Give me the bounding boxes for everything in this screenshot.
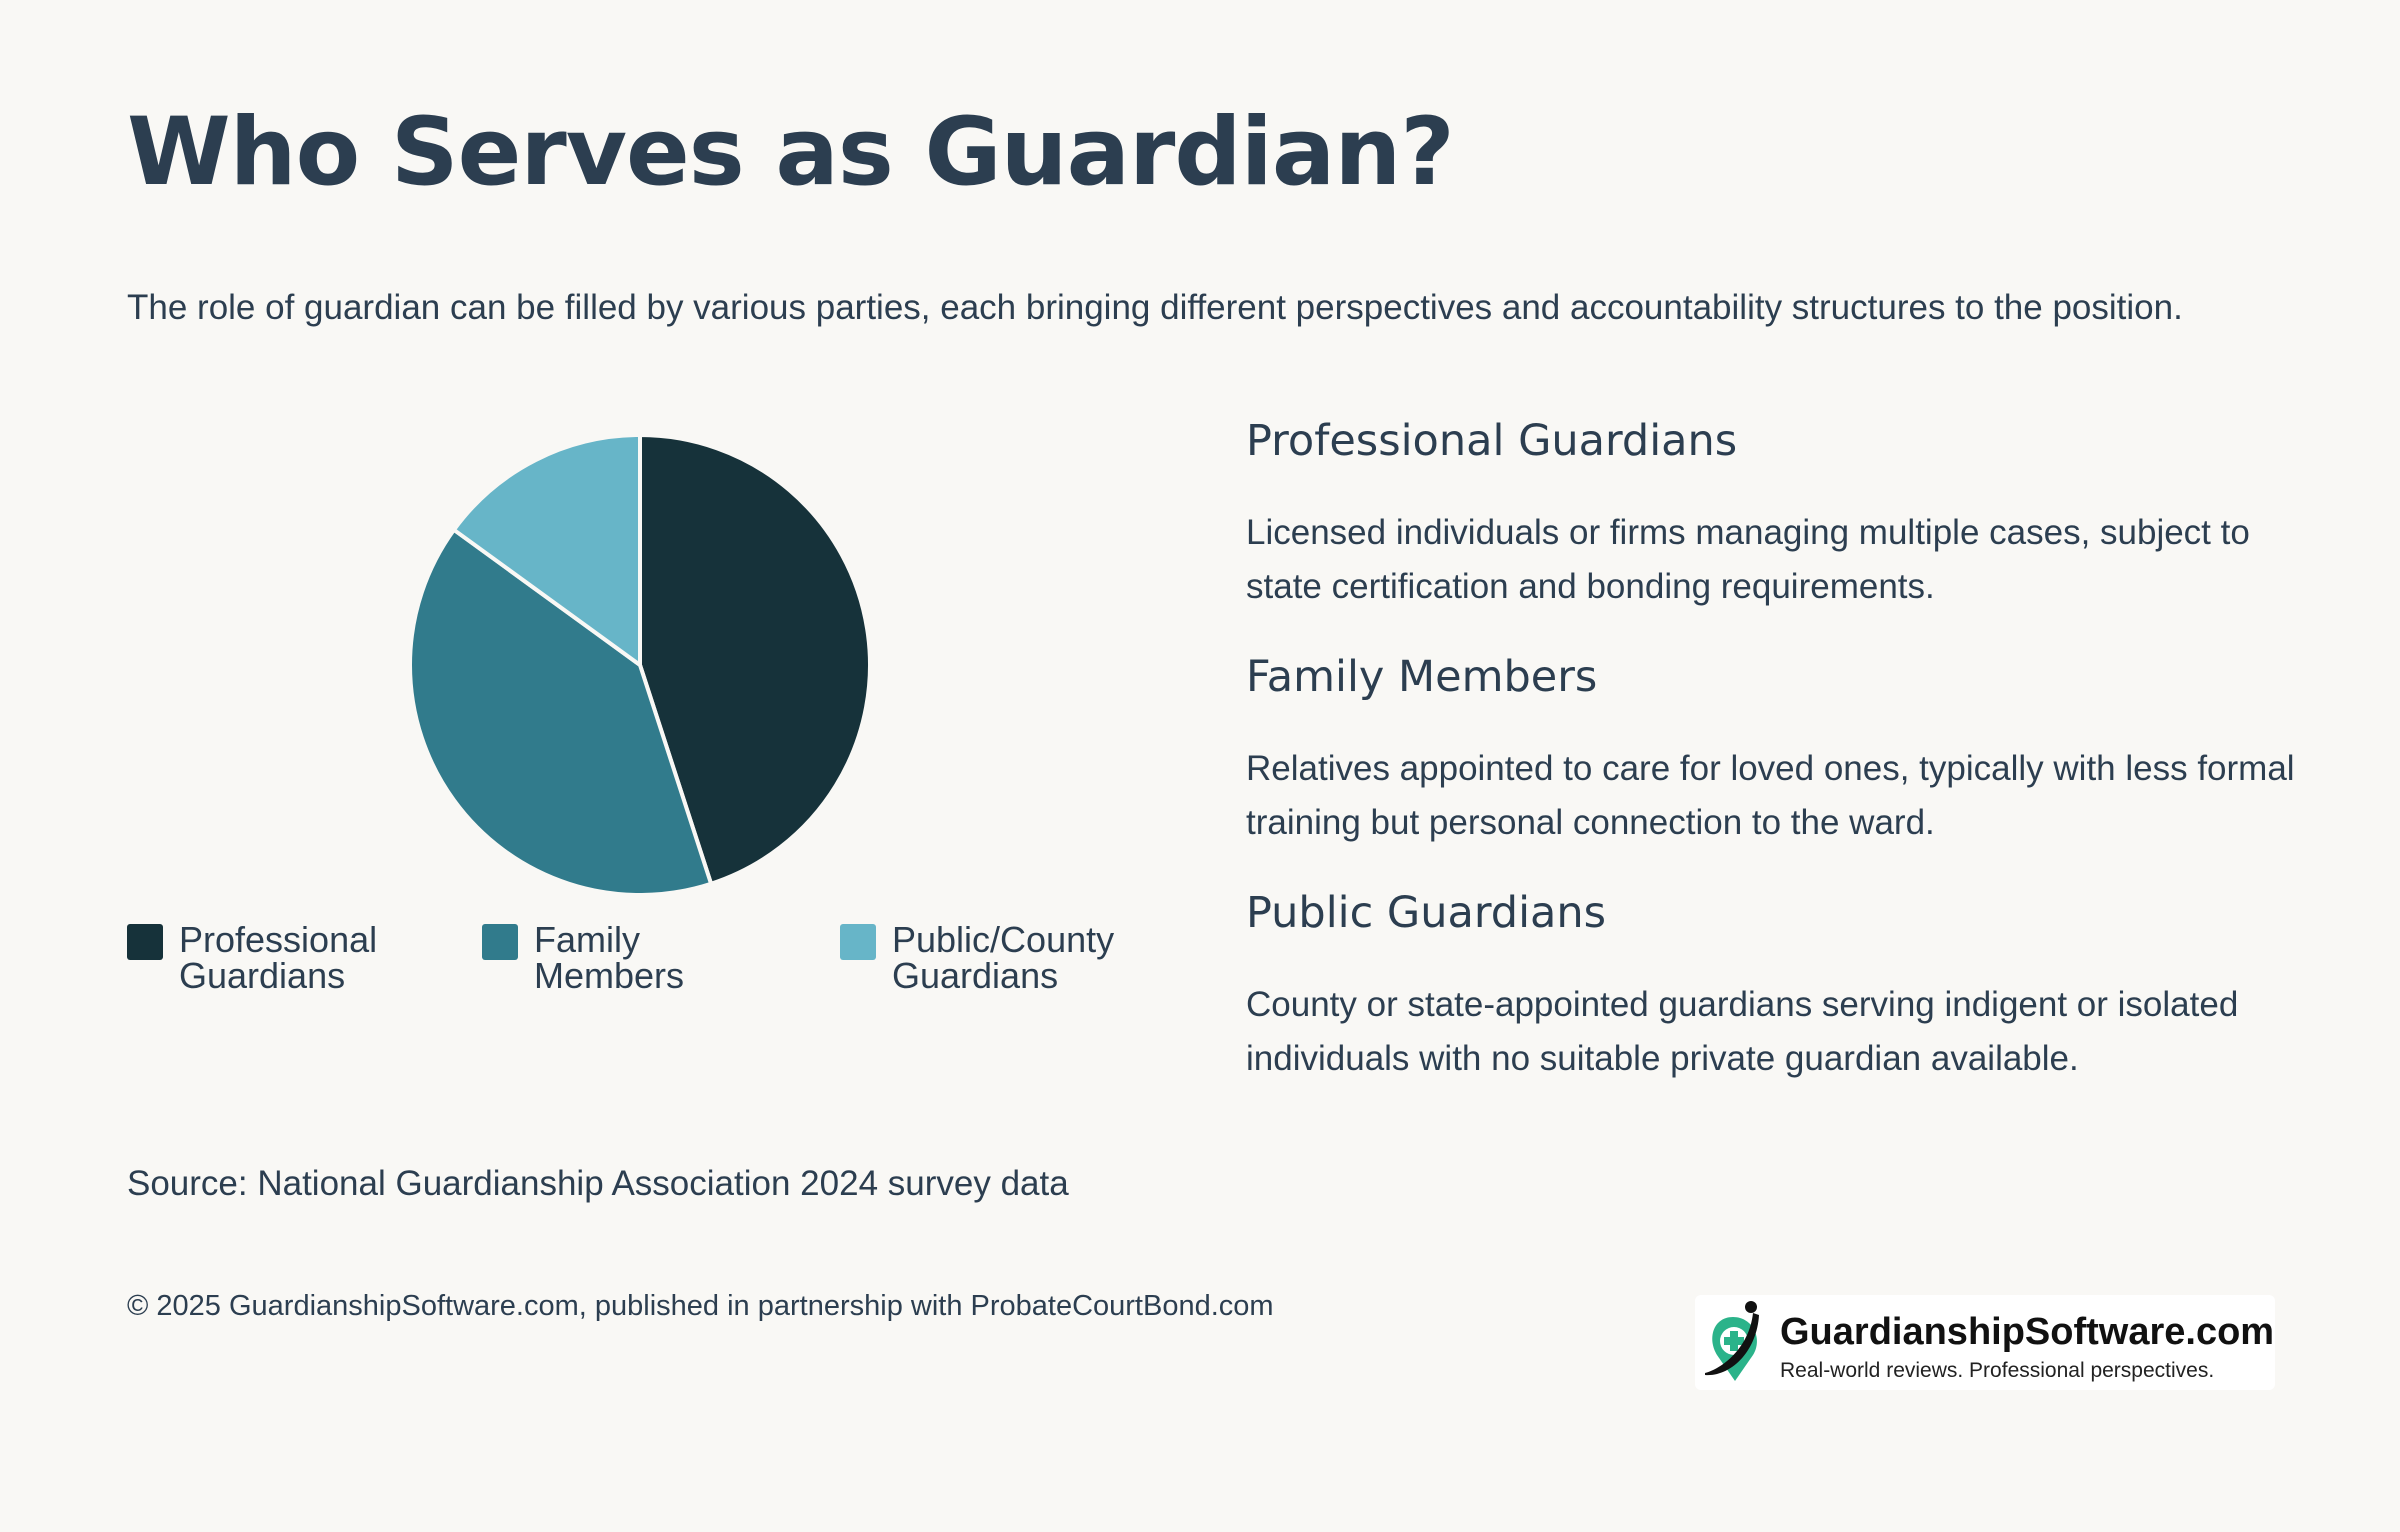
legend-label: Public/County Guardians (892, 922, 1122, 994)
legend-item-family: Family Members (482, 922, 764, 994)
page-subtitle: The role of guardian can be filled by va… (127, 288, 2183, 327)
page-title: Who Serves as Guardian? (127, 98, 1455, 207)
legend-line: Guardians (179, 955, 346, 996)
pie-slice-professional-guardians (638, 432, 872, 887)
legend-line: Guardians (892, 955, 1059, 996)
pie-slice-family-members (408, 527, 714, 897)
legend-label: Professional Guardians (179, 922, 409, 994)
logo-name: GuardianshipSoftware.com (1780, 1311, 2275, 1353)
section-heading-family: Family Members (1246, 652, 1598, 702)
source-note: Source: National Guardianship Associatio… (127, 1164, 1069, 1203)
pie-chart (408, 432, 872, 897)
section-body-professional: Licensed individuals or firms managing m… (1246, 513, 2250, 606)
legend-swatch (127, 924, 163, 960)
section-heading-public: Public Guardians (1246, 888, 1607, 938)
legend-item-public: Public/County Guardians (840, 922, 1122, 994)
legend-item-professional: Professional Guardians (127, 922, 409, 994)
legend-line: Family (534, 919, 640, 960)
legend-swatch (840, 924, 876, 960)
legend-swatch (482, 924, 518, 960)
copyright-footer: © 2025 GuardianshipSoftware.com, publish… (127, 1290, 1274, 1322)
logo-tagline: Real-world reviews. Professional perspec… (1780, 1359, 2215, 1382)
section-body-public: County or state-appointed guardians serv… (1246, 985, 2239, 1078)
pie-slice-public-county-guardians (451, 432, 642, 669)
legend-line: Professional (179, 919, 378, 960)
section-body-family: Relatives appointed to care for loved on… (1246, 749, 2295, 842)
section-heading-professional: Professional Guardians (1246, 416, 1738, 466)
legend-line: Public/County (892, 919, 1115, 960)
brand-logo: GuardianshipSoftware.com Real-world revi… (1695, 1295, 2275, 1390)
logo-shield-icon (1705, 1301, 1759, 1381)
legend-line: Members (534, 955, 685, 996)
legend-label: Family Members (534, 922, 764, 994)
